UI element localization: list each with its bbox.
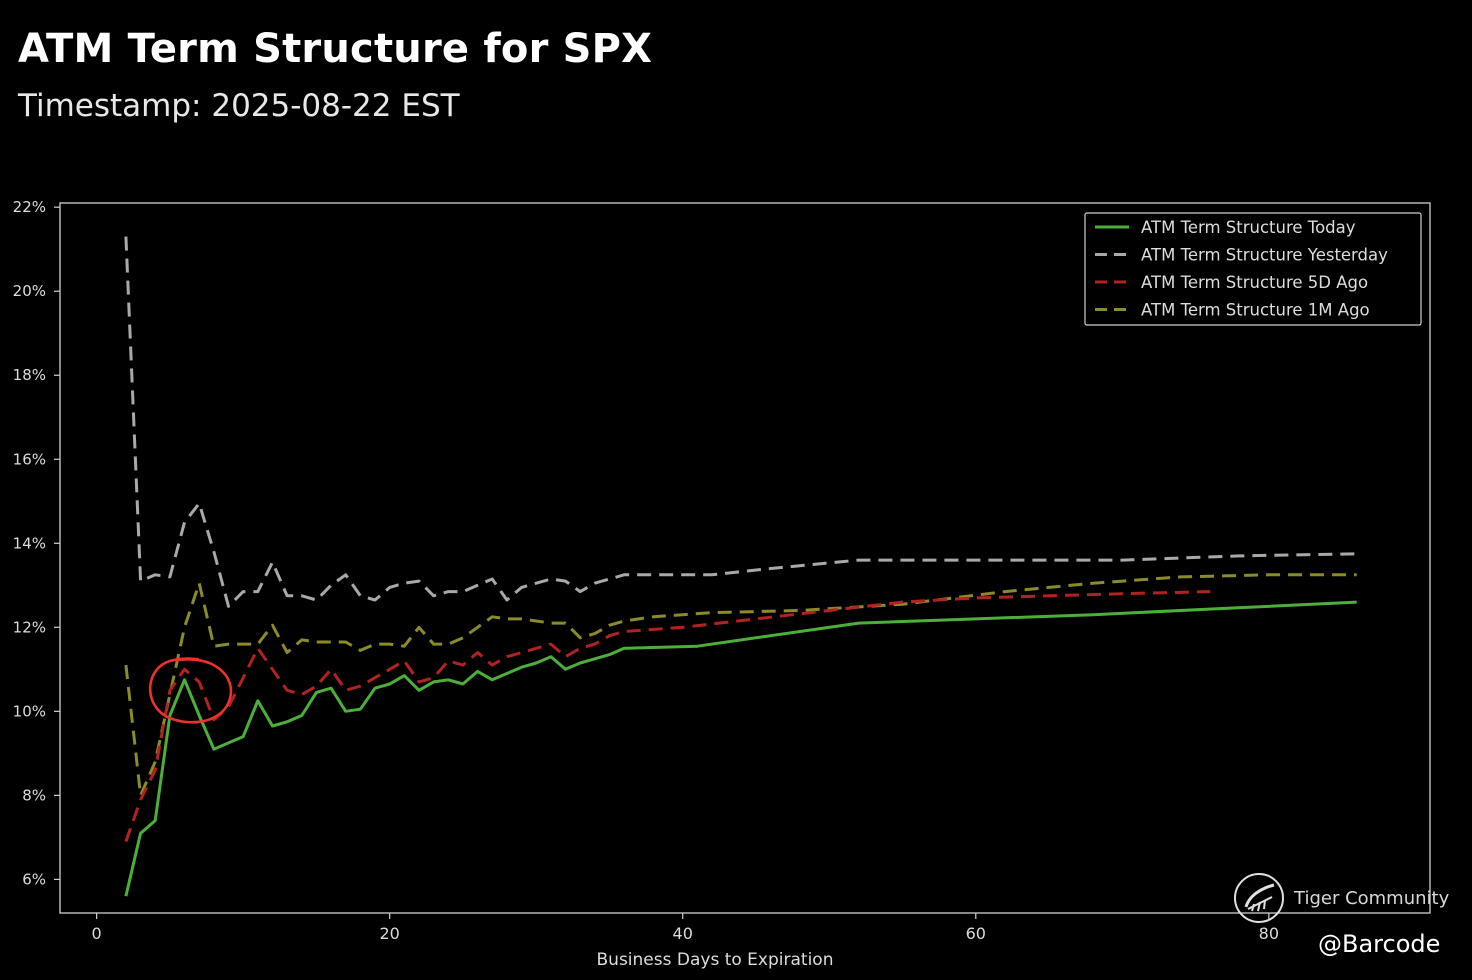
y-tick-label: 22%	[13, 198, 46, 216]
x-axis-label: Business Days to Expiration	[597, 950, 834, 970]
series-line-atm-term-structure-1m-ago	[124, 573, 1357, 797]
peak-circle-annotation	[148, 657, 233, 724]
y-tick-label: 6%	[22, 870, 46, 888]
tiger-logo-icon	[1234, 873, 1284, 923]
legend-box	[1084, 212, 1422, 326]
tiger-community-watermark: Tiger Community	[1232, 871, 1449, 925]
y-tick-label: 16%	[13, 450, 46, 468]
x-tick-label: 80	[1259, 924, 1279, 943]
y-tick-label: 12%	[13, 618, 46, 636]
y-tick-label: 8%	[22, 786, 46, 804]
legend: ATM Term Structure Today ATM Term Structu…	[1084, 212, 1422, 326]
axes-frame	[59, 202, 1431, 914]
x-tick-label: 60	[966, 924, 986, 943]
legend-label: ATM Term Structure Yesterday	[1141, 246, 1388, 265]
series-line-atm-term-structure-yesterday	[124, 236, 1357, 608]
series-line-atm-term-structure-today	[124, 600, 1357, 897]
y-tick-label: 18%	[13, 366, 46, 384]
x-tick-label: 20	[379, 924, 399, 943]
author-handle: @Barcode	[1318, 930, 1441, 958]
chart-subtitle: Timestamp: 2025-08-22 EST	[18, 88, 460, 124]
series-line-atm-term-structure-5d-ago	[124, 590, 1211, 843]
legend-label: ATM Term Structure 5D Ago	[1141, 273, 1368, 292]
legend-label: ATM Term Structure Today	[1141, 218, 1356, 237]
y-tick-label: 14%	[13, 534, 46, 552]
watermark-label: Tiger Community	[1294, 887, 1450, 909]
axes: 6% 8% 10% 12% 14% 16% 18% 20% 22% 0 20 40 60 80 Busine…	[13, 198, 1431, 970]
x-tick-label: 0	[92, 924, 102, 943]
y-tick-label: 20%	[13, 282, 46, 300]
y-tick-label: 10%	[13, 702, 46, 720]
legend-label: ATM Term Structure 1M Ago	[1141, 301, 1370, 320]
chart-title: ATM Term Structure for SPX	[18, 26, 653, 72]
plot-area	[124, 236, 1357, 897]
x-tick-label: 40	[673, 924, 693, 943]
